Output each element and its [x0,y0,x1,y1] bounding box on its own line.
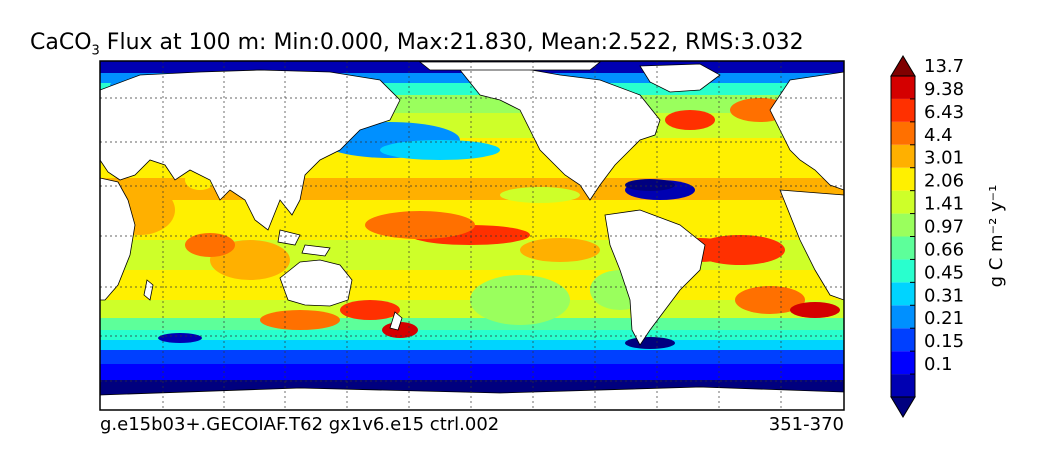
title-rest: Flux at 100 m: Min:0.000, Max:21.830, Me… [99,30,804,55]
colorbar-segment [891,236,915,260]
colorbar-extend-min [890,396,916,418]
colorbar-tick-label: 0.1 [924,354,953,375]
flux-patch [500,187,580,203]
colorbar: 0.10.150.210.310.450.660.971.412.063.014… [890,55,964,418]
land-mass [100,69,401,231]
colorbar-tick-label: 0.15 [924,331,964,352]
colorbar-tick-label: 0.66 [924,239,964,260]
colorbar-tick-label: 1.41 [924,194,964,215]
flux-patch [260,310,340,330]
map-gridlines [100,61,844,410]
flux-patch [735,286,805,314]
colorbar-segment [891,305,915,329]
colorbar-segment [891,259,915,283]
flux-band [100,340,844,350]
colorbar-tick-label: 2.06 [924,171,964,192]
flux-band [100,318,844,330]
land-mass [459,67,661,201]
colorbar-tick-label: 6.43 [924,102,964,123]
ocean-map [100,61,844,410]
map-frame [99,60,845,411]
colorbar-tick-label: 13.7 [924,56,964,77]
flux-band [100,350,844,364]
colorbar-segment [891,121,915,145]
colorbar-segment [891,144,915,168]
footer-case-name: g.e15b03+.GECOIAF.T62 gx1v6.e15 ctrl.002 [100,414,500,435]
flux-patch [470,275,570,325]
land-mass [277,229,301,246]
land-mass [143,279,154,301]
flux-patch [625,179,675,191]
land-mass [769,71,844,191]
colorbar-tick-label: 4.4 [924,125,953,146]
land-mass [604,209,706,346]
land-mass [100,177,136,301]
colorbar-segment [891,282,915,306]
land-mass [639,63,721,93]
colorbar-segment [891,213,915,237]
colorbar-segment [891,351,915,375]
flux-patch [158,333,202,343]
colorbar-tick-label: 3.01 [924,148,964,169]
land-mass [418,61,602,71]
flux-patch [185,233,235,257]
colorbar-tick-label: 0.31 [924,285,964,306]
flux-patch [665,110,715,130]
land-mass [389,311,403,331]
colorbar-tick-label: 0.21 [924,308,964,329]
flux-patch [520,238,600,262]
footer-years: 351-370 [768,414,844,435]
colorbar-segment [891,167,915,191]
title-subscript: 3 [91,43,100,59]
colorbar-extend-max [890,55,916,77]
flux-band [100,364,844,380]
colorbar-tick-label: 0.97 [924,217,964,238]
land-mass [779,189,844,301]
colorbar-tick-label: 0.45 [924,262,964,283]
colorbar-segment [891,98,915,122]
flux-patch [790,302,840,318]
colorbar-segment [891,374,915,397]
land-mass [279,259,353,307]
flux-patch [625,337,675,349]
flux-band [100,330,844,340]
colorbar-label: g C m⁻² y⁻¹ [986,185,1007,288]
colorbar-tick-label: 9.38 [924,79,964,100]
flux-patch [365,211,475,239]
colorbar-segment [891,328,915,352]
land-mass [100,386,844,410]
chart-title: CaCO3 Flux at 100 m: Min:0.000, Max:21.8… [30,30,804,58]
flux-patch [340,300,400,320]
flux-patch [380,140,500,160]
title-prefix: CaCO [30,30,92,55]
colorbar-segment [891,76,915,99]
land-mass [301,244,331,257]
colorbar-segment [891,190,915,214]
